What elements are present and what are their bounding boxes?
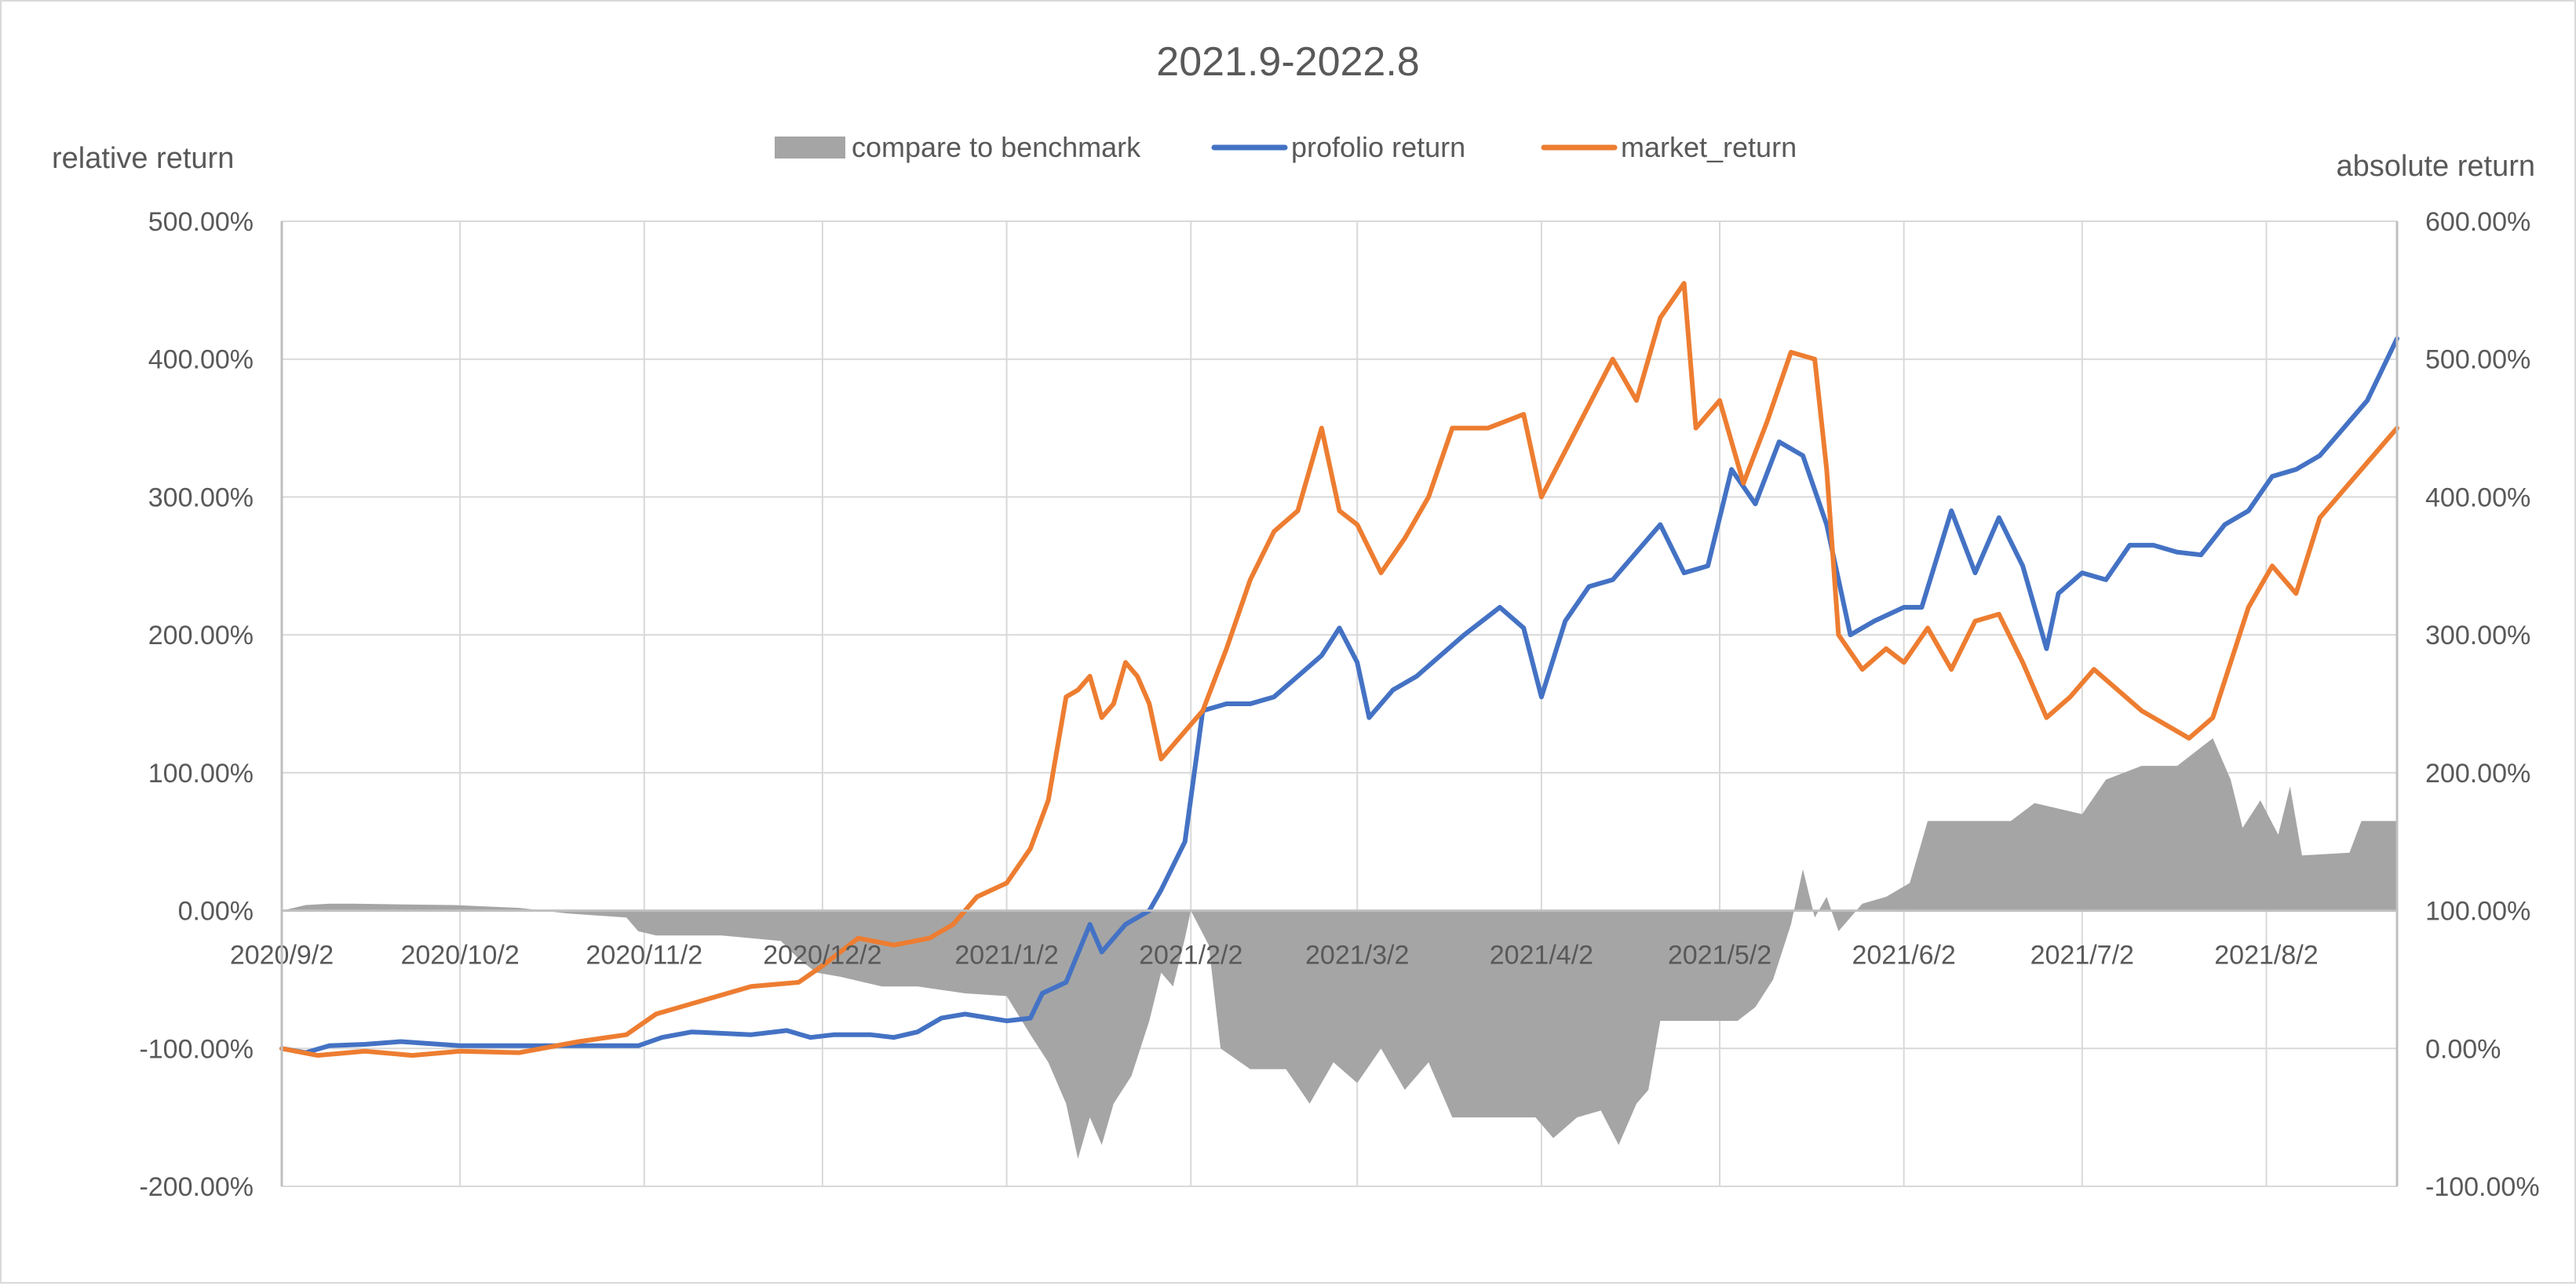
x-tick-label: 2021/3/2 [1305,941,1409,971]
x-tick-label: 2021/6/2 [1852,941,1955,971]
right-tick-label: 400.00% [2425,483,2530,512]
area-layer [282,738,2397,1159]
left-tick-label: 0.00% [178,897,254,927]
series-area-compare-to-benchmark [282,738,2397,1159]
right-tick-label: 0.00% [2425,1034,2501,1064]
x-tick-label: 2020/12/2 [763,941,881,971]
x-tick-label: 2021/7/2 [2031,941,2134,971]
legend: compare to benchmark profolio return marke… [775,131,1797,163]
left-axis-title: relative return [52,142,234,175]
series-line-market-return [279,281,2399,1058]
x-tick-label: 2021/4/2 [1490,941,1593,971]
legend-label: market_return [1621,131,1797,163]
left-tick-label: 300.00% [148,483,254,512]
right-tick-label: 200.00% [2425,759,2530,789]
right-tick-label: 300.00% [2425,621,2530,650]
right-tick-label: -100.00% [2425,1172,2540,1202]
left-tick-label: 400.00% [148,345,254,375]
x-tick-label: 2021/1/2 [954,941,1058,971]
right-axis-title: absolute return [2337,150,2536,183]
axis-layer: -200.00% -100.00% 0.00% 100.00% 200.00% 300.0… [139,207,2539,1202]
left-tick-label: 100.00% [148,759,254,789]
legend-swatch-area [775,137,845,158]
x-tick-label: 2021/5/2 [1668,941,1771,971]
left-tick-label: 500.00% [148,207,254,237]
right-tick-label: 100.00% [2425,897,2530,927]
legend-label: compare to benchmark [852,131,1141,163]
left-tick-label: -200.00% [139,1172,254,1202]
x-tick-label: 2021/8/2 [2214,941,2318,971]
chart-title: 2021.9-2022.8 [1156,39,1419,85]
left-tick-label: -100.00% [139,1034,254,1064]
x-tick-label: 2021/2/2 [1139,941,1242,971]
right-tick-label: 500.00% [2425,345,2530,375]
grid-layer [281,220,2398,1187]
line-layer [279,281,2399,1058]
left-tick-label: 200.00% [148,621,254,650]
x-tick-label: 2020/11/2 [586,941,702,971]
right-tick-label: 600.00% [2425,207,2530,237]
series-line-profolio-return [279,336,2399,1055]
x-tick-label: 2020/10/2 [400,941,519,971]
legend-label: profolio return [1291,131,1465,163]
